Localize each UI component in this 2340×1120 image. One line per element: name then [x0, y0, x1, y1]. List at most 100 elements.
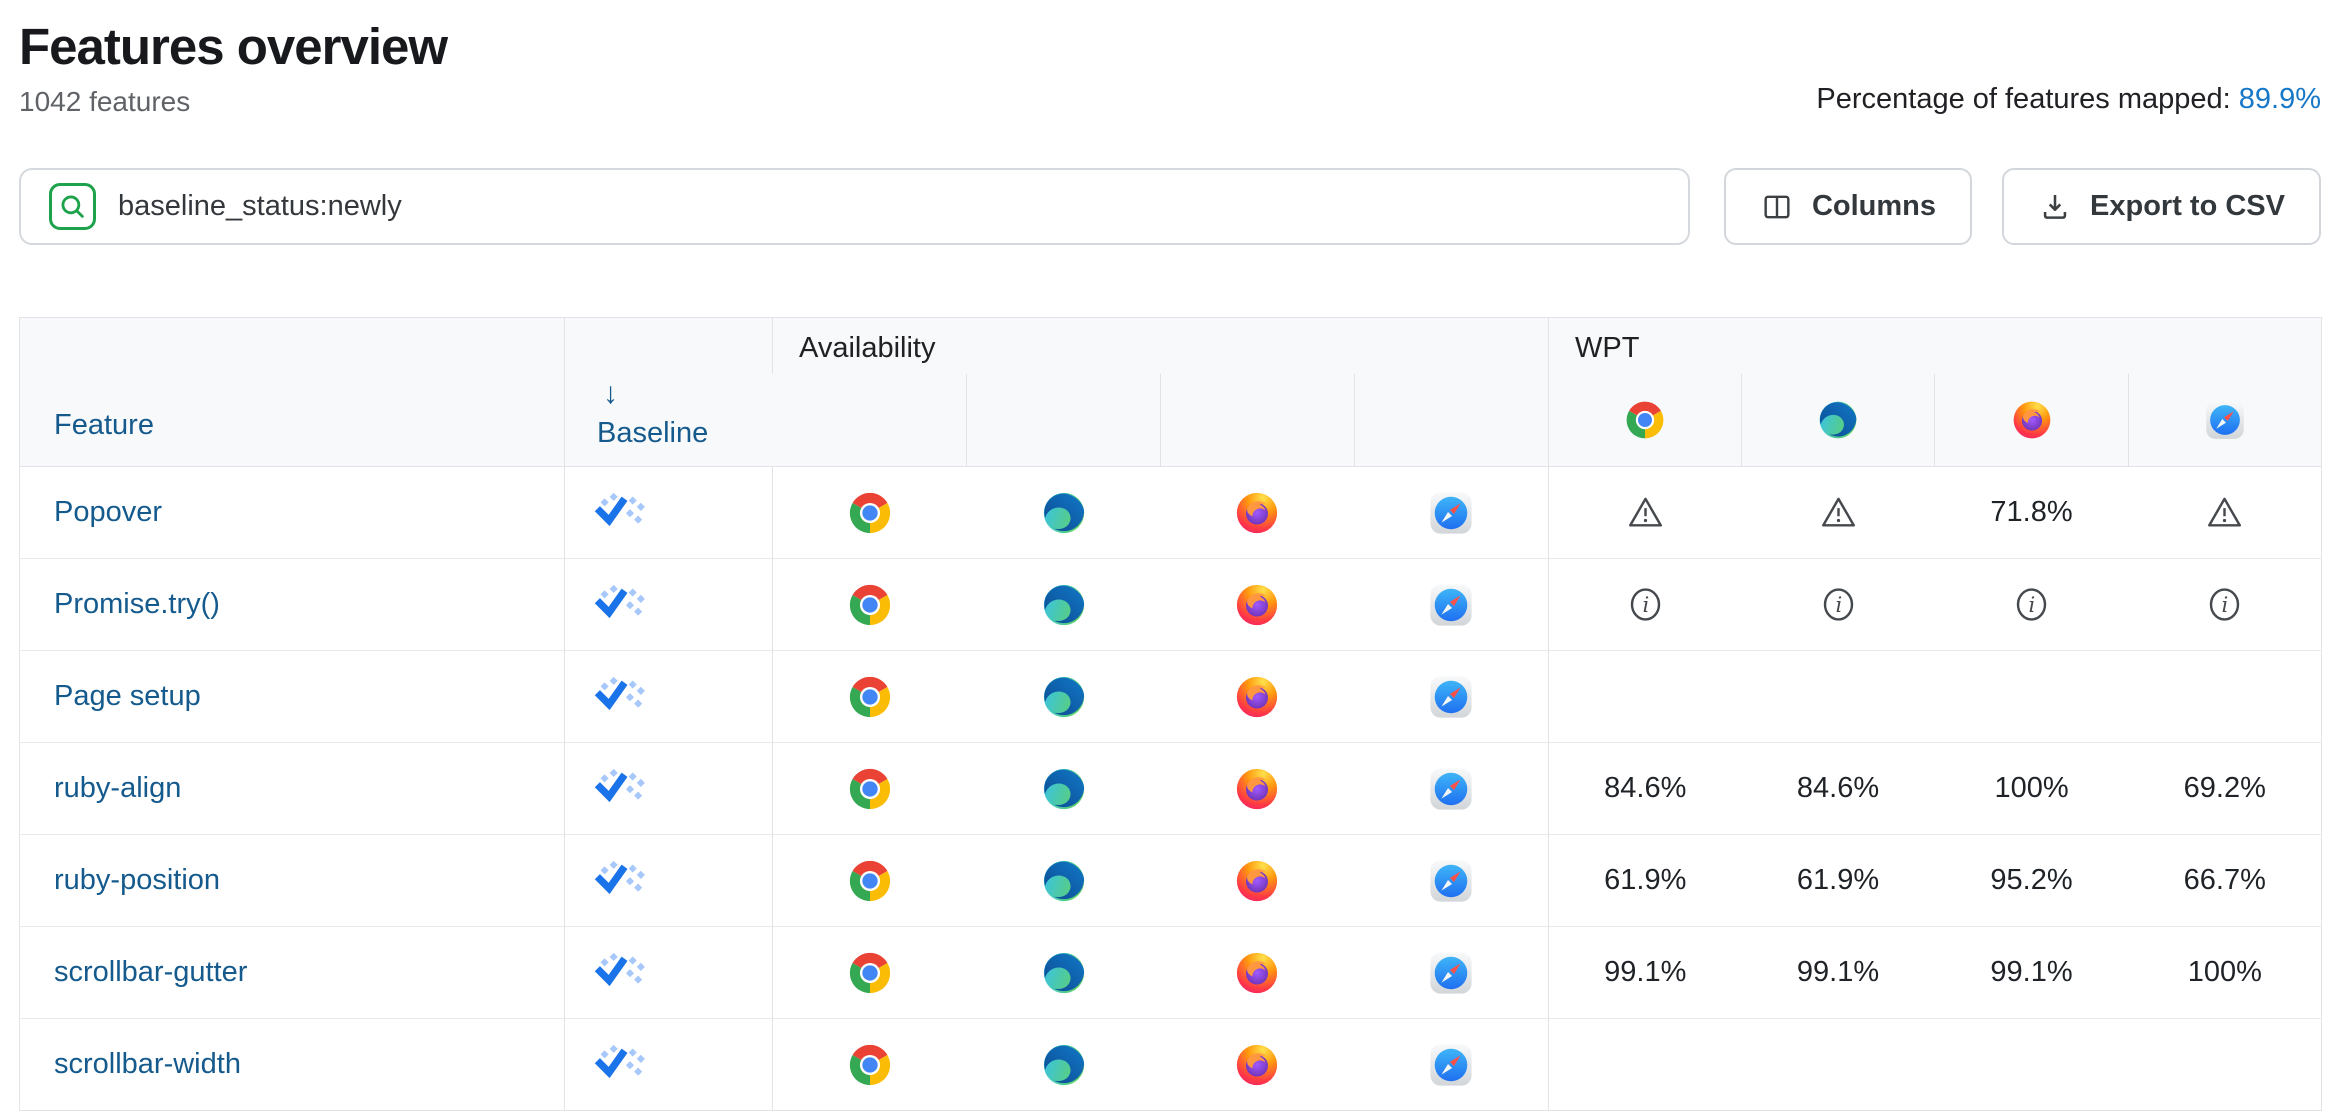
availability-subcolumn: [772, 373, 967, 467]
table-row: Popover 71.8%: [19, 466, 2322, 559]
baseline-sort-link[interactable]: ↓ Baseline: [597, 377, 708, 450]
table-row: Page setup: [19, 650, 2322, 743]
wpt-score: 100%: [1994, 772, 2069, 804]
baseline-newly-available-icon: [591, 490, 649, 531]
chrome-icon: [847, 766, 893, 812]
chrome-icon: [847, 950, 893, 996]
features-overview-page: Features overview 1042 features Percenta…: [0, 20, 2340, 1111]
feature-link[interactable]: ruby-align: [54, 772, 182, 804]
columns-icon: [1760, 190, 1794, 224]
info-icon: [2205, 585, 2244, 624]
mapped-label: Percentage of features mapped:: [1816, 83, 2239, 115]
availability-subcolumn: [966, 373, 1161, 467]
safari-icon: [2204, 399, 2246, 441]
firefox-icon: [2011, 399, 2053, 441]
firefox-icon: [1234, 674, 1280, 720]
feature-link[interactable]: ruby-position: [54, 864, 221, 896]
table-row: ruby-position 61.9% 61.9% 95.2% 66.7%: [19, 834, 2322, 927]
wpt-score: 100%: [2187, 956, 2262, 988]
safari-icon: [1428, 674, 1474, 720]
wpt-score: 95.2%: [1990, 864, 2073, 896]
mapped-stat: Percentage of features mapped: 89.9%: [1816, 83, 2321, 118]
wpt-score: 61.9%: [1548, 834, 1742, 927]
page-header: Features overview 1042 features Percenta…: [19, 20, 2321, 118]
search-input[interactable]: [118, 190, 1688, 223]
info-icon: [1819, 585, 1858, 624]
wpt-subcolumn-edge: [1741, 373, 1935, 467]
edge-icon: [1041, 582, 1087, 628]
table-row: Promise.try(): [19, 558, 2322, 651]
baseline-newly-available-icon: [591, 1042, 649, 1083]
feature-link[interactable]: Promise.try(): [54, 588, 220, 620]
edge-icon: [1041, 858, 1087, 904]
wpt-score: 84.6%: [1548, 742, 1742, 835]
chrome-icon: [1624, 399, 1666, 441]
search-box[interactable]: [19, 168, 1690, 245]
chrome-icon: [847, 1042, 893, 1088]
edge-icon: [1041, 950, 1087, 996]
feature-sort-link[interactable]: Feature: [54, 409, 154, 441]
baseline-newly-available-icon: [591, 766, 649, 807]
edge-icon: [1817, 399, 1859, 441]
wpt-score: 71.8%: [1990, 496, 2073, 528]
firefox-icon: [1234, 582, 1280, 628]
baseline-newly-available-icon: [591, 858, 649, 899]
feature-link[interactable]: scrollbar-gutter: [54, 956, 248, 988]
wpt-score: 61.9%: [1796, 864, 1880, 896]
wpt-score: 99.1%: [1796, 956, 1880, 988]
export-csv-button[interactable]: Export to CSV: [2002, 168, 2321, 245]
safari-icon: [1428, 858, 1474, 904]
chrome-icon: [847, 858, 893, 904]
table-row: ruby-align 84.6% 84.6% 100% 69.2%: [19, 742, 2322, 835]
sort-descending-icon: ↓: [603, 377, 618, 410]
columns-button-label: Columns: [1811, 190, 1937, 222]
wpt-subcolumn-chrome: [1548, 373, 1742, 467]
toolbar: Columns Export to CSV: [19, 168, 2321, 245]
wpt-score: 66.7%: [2183, 864, 2266, 896]
info-icon: [2012, 585, 2051, 624]
chrome-icon: [847, 490, 893, 536]
baseline-newly-available-icon: [591, 674, 649, 715]
feature-count: 1042 features: [19, 86, 191, 117]
wpt-score: 69.2%: [2183, 772, 2266, 804]
availability-subcolumn: [1353, 373, 1549, 467]
page-title: Features overview: [19, 18, 448, 75]
columns-button[interactable]: Columns: [1723, 168, 1973, 245]
safari-icon: [1428, 582, 1474, 628]
firefox-icon: [1234, 950, 1280, 996]
group-header-wpt: WPT: [1548, 317, 2322, 374]
feature-link[interactable]: Page setup: [54, 680, 201, 712]
warning-icon: [1626, 493, 1665, 532]
features-table: Feature ↓ Baseline Availability WPT: [19, 317, 2323, 1111]
column-header-baseline: ↓ Baseline: [564, 317, 773, 467]
safari-icon: [1428, 766, 1474, 812]
info-icon: [1626, 585, 1665, 624]
baseline-newly-available-icon: [591, 582, 649, 623]
feature-link[interactable]: Popover: [54, 496, 163, 528]
edge-icon: [1041, 490, 1087, 536]
export-button-label: Export to CSV: [2090, 190, 2285, 222]
wpt-subcolumn-safari: [2128, 373, 2322, 467]
firefox-icon: [1234, 1042, 1280, 1088]
mapped-value-link[interactable]: 89.9%: [2238, 83, 2321, 115]
safari-icon: [1428, 950, 1474, 996]
title-block: Features overview 1042 features: [19, 18, 448, 118]
warning-icon: [1819, 493, 1858, 532]
download-icon: [2038, 190, 2072, 224]
safari-icon: [1428, 1042, 1474, 1088]
baseline-newly-available-icon: [591, 950, 649, 991]
wpt-subcolumn-firefox: [1934, 373, 2129, 467]
table-row: scrollbar-gutter 99.1% 99.1% 99.1% 100%: [19, 926, 2322, 1019]
wpt-score: 99.1%: [1990, 956, 2073, 988]
column-header-feature: Feature: [19, 317, 565, 467]
wpt-score: 84.6%: [1796, 772, 1880, 804]
search-icon: [56, 190, 90, 224]
table-row: scrollbar-width: [20, 1018, 2322, 1111]
safari-icon: [1428, 490, 1474, 536]
feature-link[interactable]: scrollbar-width: [54, 1048, 241, 1080]
warning-icon: [2205, 493, 2244, 532]
chrome-icon: [847, 582, 893, 628]
search-badge: [49, 183, 96, 230]
edge-icon: [1041, 766, 1087, 812]
firefox-icon: [1234, 766, 1280, 812]
